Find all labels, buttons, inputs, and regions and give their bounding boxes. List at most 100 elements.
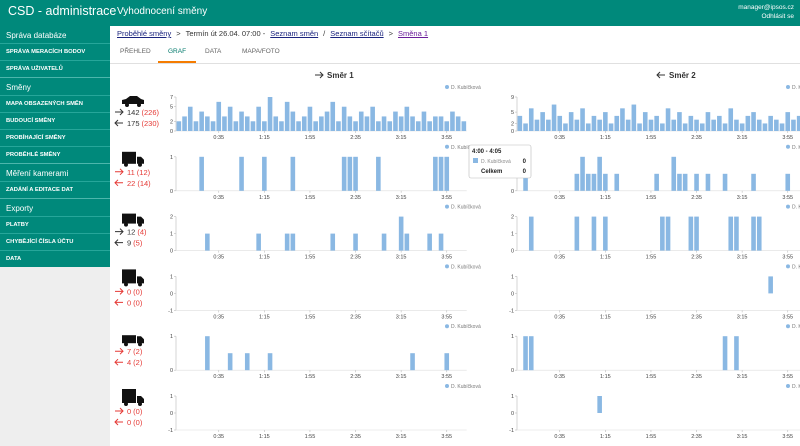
count-value: 11 bbox=[127, 168, 135, 177]
breadcrumb-text: / bbox=[323, 29, 326, 38]
bar bbox=[585, 123, 591, 131]
breadcrumb-link[interactable]: Směna 1 bbox=[398, 29, 429, 38]
count-value: 0 bbox=[127, 298, 131, 307]
arrow-icon bbox=[115, 168, 124, 176]
x-tick-label: 3:55 bbox=[782, 255, 793, 261]
menu-item[interactable]: PLATBY bbox=[0, 216, 110, 233]
legend-label: D. Kubíčková bbox=[792, 324, 800, 330]
bar bbox=[608, 123, 614, 131]
bar bbox=[523, 336, 528, 371]
bar bbox=[444, 156, 450, 191]
count-value: 142 bbox=[127, 108, 140, 117]
tab[interactable]: MAPA/FOTO bbox=[242, 48, 280, 55]
bar bbox=[677, 112, 682, 131]
bar bbox=[364, 116, 370, 131]
bar bbox=[199, 111, 204, 131]
vehicle-wheel bbox=[137, 103, 141, 107]
legend-swatch bbox=[786, 85, 790, 89]
vehicle-icon bbox=[122, 335, 136, 344]
arrow-icon bbox=[114, 119, 123, 127]
tab[interactable]: DATA bbox=[205, 48, 222, 55]
bar bbox=[427, 233, 432, 251]
x-tick-label: 3:55 bbox=[782, 374, 793, 380]
menu-item[interactable]: ZADÁNÍ A EDITACE DAT bbox=[0, 181, 110, 198]
vehicle-wheel bbox=[124, 222, 128, 227]
legend-swatch bbox=[786, 264, 790, 269]
bar bbox=[290, 156, 296, 191]
legend-swatch bbox=[445, 324, 449, 329]
menu-item[interactable]: DATA bbox=[0, 250, 110, 267]
count-total: (0) bbox=[133, 418, 143, 427]
bar bbox=[591, 115, 597, 131]
x-tick-label: 1:55 bbox=[646, 434, 657, 440]
x-tick-label: 0:35 bbox=[554, 195, 565, 201]
x-tick-label: 2:35 bbox=[691, 374, 702, 380]
bar bbox=[694, 173, 699, 191]
bar bbox=[597, 156, 602, 191]
x-tick-label: 0:35 bbox=[213, 434, 224, 440]
bar bbox=[284, 233, 290, 251]
breadcrumb-link[interactable]: Seznam sčítačů bbox=[330, 29, 384, 38]
bar bbox=[722, 173, 728, 191]
x-tick-label: 1:15 bbox=[600, 195, 611, 201]
bar bbox=[313, 121, 318, 131]
y-tick-label: 2 bbox=[170, 119, 173, 125]
bar bbox=[205, 116, 210, 131]
bar bbox=[756, 119, 762, 131]
bar bbox=[631, 104, 637, 131]
y-tick-label: 1 bbox=[170, 274, 173, 280]
menu-item[interactable]: MAPA OBSAZENÝCH SMĚN bbox=[0, 95, 110, 112]
x-tick-label: 3:55 bbox=[441, 195, 452, 201]
bar bbox=[370, 106, 375, 131]
bar bbox=[267, 353, 273, 371]
bar bbox=[768, 276, 773, 294]
y-tick-label: 1 bbox=[170, 334, 173, 340]
tab[interactable]: PŘEHLED bbox=[120, 48, 151, 55]
logout-link[interactable]: Odhlásit se bbox=[761, 13, 794, 20]
x-tick-label: 1:15 bbox=[259, 255, 270, 261]
bar bbox=[267, 97, 273, 131]
bar bbox=[660, 123, 665, 131]
vehicle-wheel bbox=[138, 402, 142, 406]
count-total: (14) bbox=[137, 179, 151, 188]
x-tick-label: 3:15 bbox=[396, 434, 407, 440]
breadcrumb-link[interactable]: Proběhlé směny bbox=[117, 29, 172, 38]
bar bbox=[722, 123, 728, 131]
bar bbox=[734, 119, 739, 131]
count-value: 9 bbox=[127, 239, 131, 248]
bar bbox=[688, 216, 694, 251]
bar bbox=[574, 173, 580, 191]
menu-item[interactable]: SPRÁVA UŽIVATELŮ bbox=[0, 60, 110, 77]
bar bbox=[580, 108, 585, 131]
bar bbox=[353, 121, 358, 131]
menu-item[interactable]: CHYBĚJÍCÍ ČÍSLA ÚČTU bbox=[0, 233, 110, 250]
y-tick-label: -1 bbox=[168, 308, 173, 314]
arrow-icon bbox=[114, 358, 123, 366]
bar bbox=[415, 121, 421, 131]
y-tick-label: 0 bbox=[511, 291, 514, 297]
legend-label: D. Kubíčková bbox=[451, 145, 481, 151]
x-tick-label: 1:15 bbox=[259, 195, 270, 201]
y-tick-label: 0 bbox=[511, 368, 514, 374]
menu-item[interactable]: PROBÍHAJÍCÍ SMĚNY bbox=[0, 129, 110, 146]
menu-item[interactable]: BUDOUCÍ SMĚNY bbox=[0, 112, 110, 129]
tab[interactable]: GRAF bbox=[157, 48, 197, 63]
bar bbox=[398, 216, 404, 251]
tooltip-title: 4:00 - 4:05 bbox=[472, 149, 502, 155]
breadcrumb-link[interactable]: Seznam směn bbox=[270, 29, 319, 38]
bar bbox=[603, 173, 608, 191]
y-tick-label: 1 bbox=[511, 232, 514, 238]
y-tick-label: 0 bbox=[170, 249, 173, 255]
count-value: 22 bbox=[127, 179, 135, 188]
menu-item[interactable]: PROBĚHLÉ SMĚNY bbox=[0, 146, 110, 163]
x-tick-label: 1:15 bbox=[600, 374, 611, 380]
legend-label: D. Kubíčková bbox=[451, 384, 481, 390]
x-tick-label: 1:55 bbox=[646, 314, 657, 320]
y-tick-label: 1 bbox=[511, 334, 514, 340]
breadcrumb: Proběhlé směny > Termín út 26.04. 07:00 - S… bbox=[117, 29, 433, 38]
x-tick-label: 2:35 bbox=[691, 195, 702, 201]
x-tick-label: 0:35 bbox=[554, 135, 565, 141]
menu-item[interactable]: SPRÁVA MERACÍCH BODOV bbox=[0, 43, 110, 60]
